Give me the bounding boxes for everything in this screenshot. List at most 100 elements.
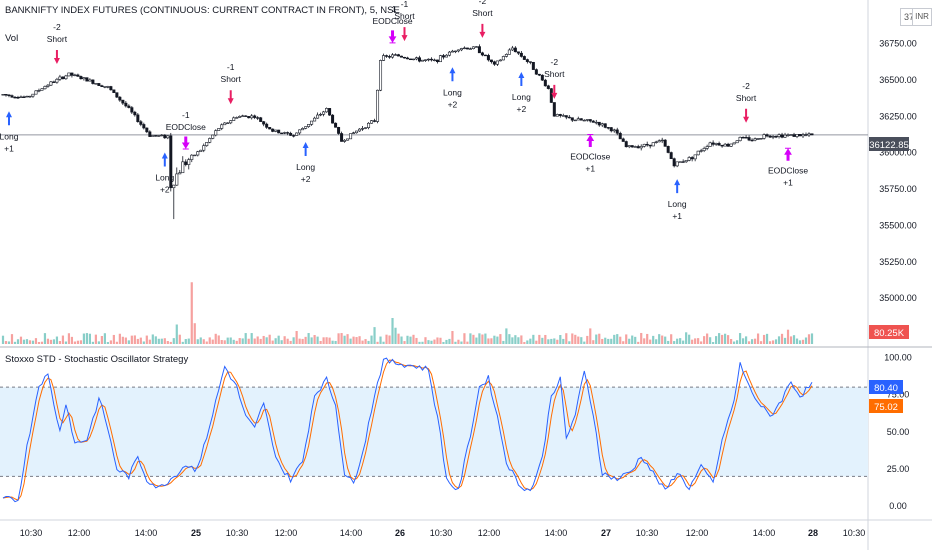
volume-bar: [220, 340, 223, 344]
volume-bar: [604, 337, 607, 344]
candle: [349, 133, 353, 140]
candle: [118, 96, 122, 102]
volume-bar: [631, 335, 634, 344]
candle-body: [693, 154, 697, 160]
volume-bar: [241, 338, 244, 344]
candle: [286, 131, 290, 136]
candle: [379, 59, 383, 92]
candle-body: [250, 115, 254, 119]
volume-bar: [106, 342, 109, 344]
candle: [280, 132, 284, 135]
volume-bar: [52, 339, 56, 344]
indicator-title[interactable]: Stoxxo STD - Stochastic Oscillator Strat…: [5, 354, 188, 365]
signal-label: EODClose: [768, 165, 808, 175]
volume-bar: [268, 334, 271, 344]
volume-bar: [379, 336, 382, 344]
candle-body: [82, 77, 86, 80]
volume-bar: [556, 339, 559, 344]
candle-body: [337, 127, 341, 134]
candle-body: [537, 73, 541, 76]
candle-body: [456, 49, 460, 52]
volume-bar: [553, 338, 556, 344]
candle: [684, 160, 688, 163]
candle: [615, 127, 619, 136]
volume-bar: [412, 334, 415, 344]
candle: [480, 51, 484, 57]
volume-bar: [493, 335, 496, 344]
volume-bar: [28, 340, 32, 344]
time-axis[interactable]: 10:30 12:00 14:00 25 10:30 12:00 14:00 26 10:30 1…: [20, 528, 866, 538]
candle: [256, 116, 260, 121]
price-axis[interactable]: 36750.00 36500.00 36250.00 36000.00 35750.00…: [879, 39, 917, 304]
volume-bar: [214, 333, 217, 344]
volume-bar: [756, 333, 760, 344]
eod-close-arrow-icon: [784, 147, 792, 161]
candle-body: [277, 129, 281, 134]
candle: [807, 132, 811, 138]
candle: [714, 142, 718, 146]
volume-bar: [460, 341, 463, 344]
volume-bar: [112, 334, 115, 344]
candle: [501, 55, 505, 61]
candle-body: [385, 55, 389, 57]
candle-body: [411, 58, 415, 61]
candle-body: [432, 59, 436, 62]
volume-bar: [337, 333, 340, 344]
candle-body: [528, 61, 532, 63]
volume-bar: [67, 333, 71, 344]
candle-body: [669, 152, 673, 159]
candle: [328, 108, 332, 116]
candle: [780, 132, 784, 139]
time-tick-label: 12:00: [478, 528, 501, 538]
candle-body: [810, 133, 814, 136]
candle-body: [10, 95, 14, 98]
volume-bar: [721, 334, 724, 344]
candle: [600, 122, 604, 128]
volume-bar: [151, 334, 154, 344]
candle-body: [540, 74, 544, 81]
candle-body: [651, 142, 655, 147]
volume-bar: [160, 338, 163, 344]
candle-body: [376, 89, 380, 122]
volume-bar: [4, 341, 8, 344]
oscillator-axis[interactable]: 100.00 75.00 50.00 25.00 0.00: [884, 352, 912, 511]
candle: [672, 157, 676, 168]
volume-bar: [277, 335, 280, 344]
symbol-title[interactable]: BANKNIFTY INDEX FUTURES (CONTINUOUS: CUR…: [5, 5, 400, 16]
candle: [211, 134, 215, 140]
volume-bar: [804, 337, 808, 344]
candle-body: [154, 135, 158, 137]
candle: [408, 58, 412, 61]
candle-body: [681, 161, 685, 163]
candle-body: [316, 114, 320, 119]
candle-body: [211, 134, 215, 139]
candle: [741, 136, 745, 139]
volume-bar: [61, 335, 65, 344]
signal-label: Long: [668, 199, 687, 209]
volume-bar: [94, 334, 97, 344]
candle-body: [304, 126, 308, 129]
volume-bar: [217, 335, 220, 344]
candle-body: [543, 79, 547, 87]
candle-body: [358, 128, 362, 132]
candle: [777, 133, 781, 139]
candle: [417, 55, 421, 63]
candle-body: [268, 127, 272, 130]
candle: [450, 49, 454, 53]
candle: [64, 74, 68, 80]
volume-bar: [643, 338, 646, 344]
candle-body: [627, 145, 631, 148]
d-value-badge: 75.02: [869, 399, 903, 413]
k-value-badge: 80.40: [869, 380, 903, 394]
volume-label[interactable]: Vol: [5, 33, 18, 44]
candle-body: [43, 86, 47, 90]
candle: [370, 119, 374, 124]
candle: [85, 77, 89, 82]
currency-button[interactable]: INR: [912, 8, 932, 26]
candle: [804, 132, 808, 137]
candle-body: [594, 121, 598, 124]
volume-bar: [589, 328, 592, 344]
volume-bar: [538, 334, 541, 344]
candle-body: [361, 128, 365, 130]
